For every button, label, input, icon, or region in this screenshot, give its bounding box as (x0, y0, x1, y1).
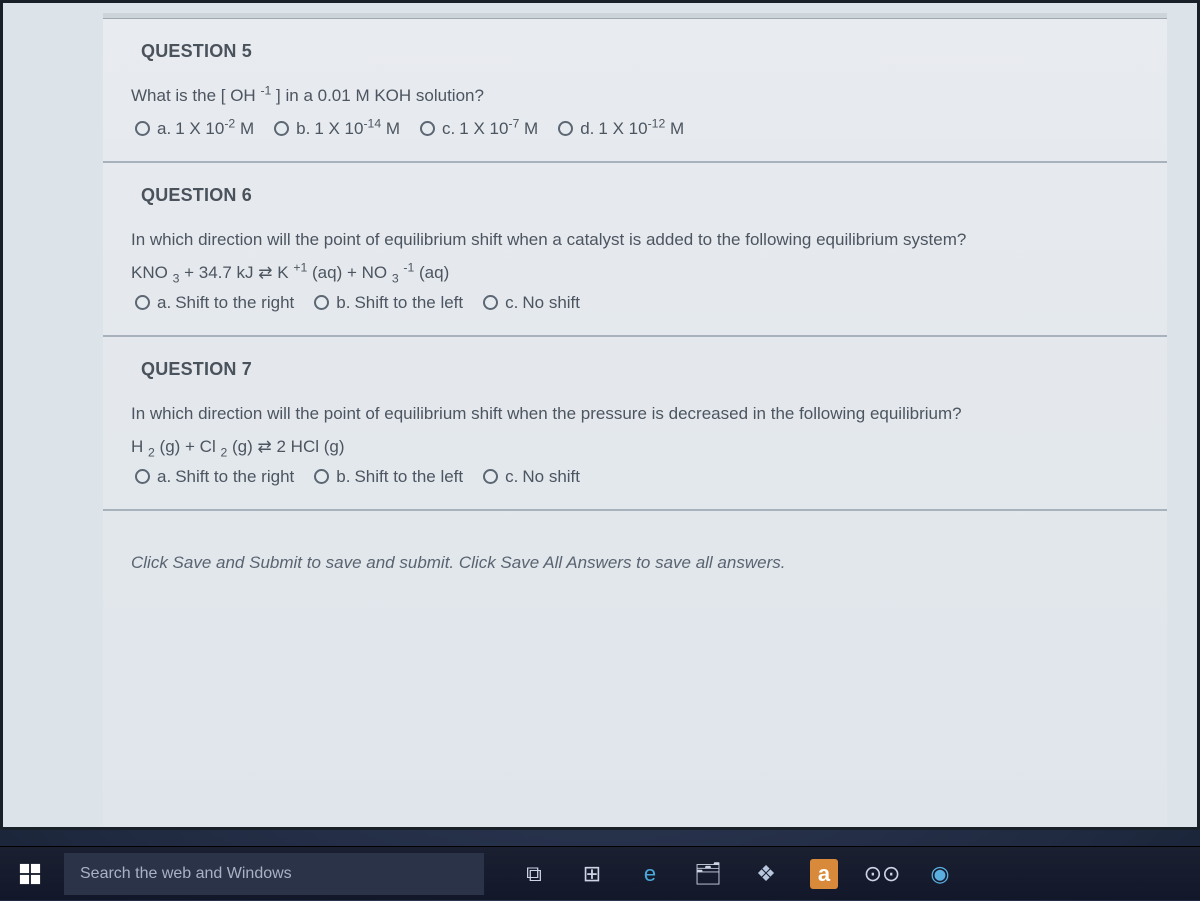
taskbar-icons: ⧉ ⊞ e 🗂 ❖ a ⊙⊙ ◉ (512, 852, 962, 896)
option-label: a. (157, 293, 171, 313)
unknown-app-icon[interactable]: ⊙⊙ (860, 852, 904, 896)
screen-content: QUESTION 5 What is the [ OH -1 ] in a 0.0… (0, 0, 1200, 830)
answer-option[interactable]: c.No shift (483, 293, 580, 313)
option-label: c. (505, 467, 518, 487)
radio-icon (135, 469, 150, 484)
option-row: a.Shift to the right b.Shift to the left c… (135, 467, 1139, 490)
question-formula: KNO 3 + 34.7 kJ ⇄ K +1 (aq) + NO 3 -1 (a… (131, 263, 1139, 283)
option-row: a.Shift to the right b.Shift to the left c… (135, 293, 1139, 316)
answer-option[interactable]: a.1 X 10-2 M (135, 119, 254, 139)
answer-option[interactable]: c.No shift (483, 467, 580, 487)
radio-icon (314, 295, 329, 310)
option-value: 1 X 10-14 M (314, 119, 400, 139)
dropbox-icon[interactable]: ❖ (744, 852, 788, 896)
question-title: QUESTION 6 (141, 185, 1139, 206)
option-label: b. (336, 293, 350, 313)
question-prompt: What is the [ OH -1 ] in a 0.01 M KOH so… (131, 84, 1139, 109)
radio-icon (558, 121, 573, 136)
option-label: c. (442, 119, 455, 139)
question-block: QUESTION 6 In which direction will the po… (103, 163, 1167, 337)
option-label: a. (157, 119, 171, 139)
option-value: 1 X 10-7 M (459, 119, 538, 139)
option-row: a.1 X 10-2 Mb.1 X 10-14 Mc.1 X 10-7 Md.1… (135, 119, 1139, 142)
question-prompt: In which direction will the point of equ… (131, 402, 1139, 427)
option-value: No shift (522, 467, 580, 487)
option-label: b. (336, 467, 350, 487)
radio-icon (274, 121, 289, 136)
question-prompt: In which direction will the point of equ… (131, 228, 1139, 253)
file-explorer-icon[interactable]: 🗂 (686, 852, 730, 896)
answer-option[interactable]: b.Shift to the left (314, 293, 463, 313)
radio-icon (135, 121, 150, 136)
option-value: 1 X 10-12 M (598, 119, 684, 139)
question-formula: H 2 (g) + Cl 2 (g) ⇄ 2 HCl (g) (131, 437, 1139, 457)
answer-option[interactable]: b.1 X 10-14 M (274, 119, 400, 139)
radio-icon (135, 295, 150, 310)
answer-option[interactable]: a.Shift to the right (135, 467, 294, 487)
answer-option[interactable]: b.Shift to the left (314, 467, 463, 487)
radio-icon (314, 469, 329, 484)
windows-logo-icon (19, 863, 41, 885)
radio-icon (483, 295, 498, 310)
answer-option[interactable]: c.1 X 10-7 M (420, 119, 538, 139)
question-block: QUESTION 5 What is the [ OH -1 ] in a 0.0… (103, 19, 1167, 163)
store-icon[interactable]: ⊞ (570, 852, 614, 896)
option-value: Shift to the left (354, 293, 463, 313)
start-button[interactable] (0, 847, 60, 901)
option-label: b. (296, 119, 310, 139)
option-value: No shift (522, 293, 580, 313)
option-label: a. (157, 467, 171, 487)
task-view-icon[interactable]: ⧉ (512, 852, 556, 896)
chrome-icon[interactable]: ◉ (918, 852, 962, 896)
question-title: QUESTION 5 (141, 41, 1139, 62)
answer-option[interactable]: a.Shift to the right (135, 293, 294, 313)
search-placeholder-text: Search the web and Windows (80, 865, 292, 883)
option-value: 1 X 10-2 M (175, 119, 254, 139)
edge-icon[interactable]: e (628, 852, 672, 896)
question-block: QUESTION 7 In which direction will the po… (103, 337, 1167, 511)
option-value: Shift to the right (175, 467, 294, 487)
question-title: QUESTION 7 (141, 359, 1139, 380)
taskbar-search[interactable]: Search the web and Windows (64, 853, 484, 895)
quiz-page: QUESTION 5 What is the [ OH -1 ] in a 0.0… (103, 13, 1167, 827)
option-label: d. (580, 119, 594, 139)
windows-taskbar: Search the web and Windows ⧉ ⊞ e 🗂 ❖ a ⊙⊙ ◉ (0, 846, 1200, 900)
option-value: Shift to the left (354, 467, 463, 487)
save-submit-note: Click Save and Submit to save and submit… (103, 511, 1167, 601)
option-label: c. (505, 293, 518, 313)
option-value: Shift to the right (175, 293, 294, 313)
answer-option[interactable]: d.1 X 10-12 M (558, 119, 684, 139)
radio-icon (420, 121, 435, 136)
radio-icon (483, 469, 498, 484)
amazon-icon[interactable]: a (802, 852, 846, 896)
